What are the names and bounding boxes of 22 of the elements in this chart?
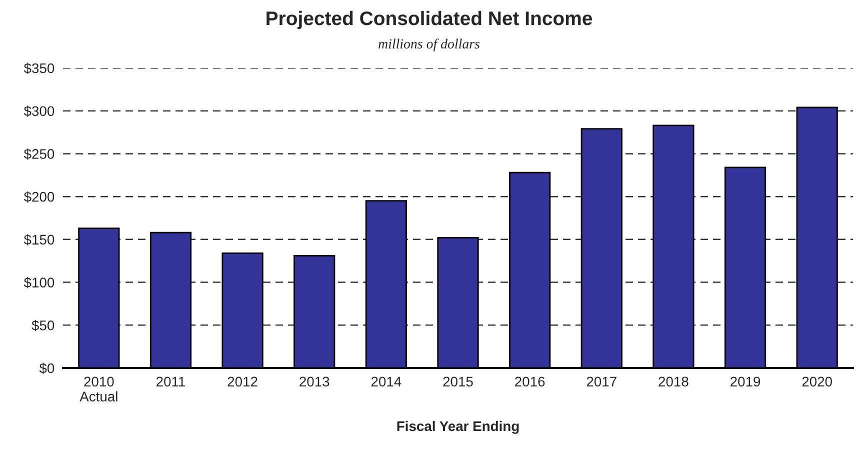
x-tick-label: 2020 xyxy=(802,376,832,387)
x-tick-label: 2016 xyxy=(515,376,545,387)
x-tick-label: 2018 xyxy=(658,376,688,387)
y-tick-label: $350 xyxy=(24,62,54,74)
x-tick-label: 2013 xyxy=(300,376,330,387)
y-tick-label: $100 xyxy=(24,277,54,288)
y-tick-label: $50 xyxy=(32,320,54,332)
y-tick-label: $300 xyxy=(24,106,54,117)
chart-title: Projected Consolidated Net Income xyxy=(266,10,592,30)
x-tick-label: 2010 Actual xyxy=(80,376,118,402)
x-tick-label: 2014 xyxy=(371,376,402,387)
y-tick-label: $250 xyxy=(24,148,54,160)
x-axis-title: Fiscal Year Ending xyxy=(397,420,519,434)
x-tick-label: 2012 xyxy=(228,376,258,387)
chart-subtitle: millions of dollars xyxy=(378,38,480,52)
x-tick-label: 2015 xyxy=(443,376,473,387)
y-tick-label: $0 xyxy=(39,362,54,374)
y-tick-label: $150 xyxy=(24,234,54,246)
y-tick-label: $200 xyxy=(24,191,54,203)
x-tick-label: 2017 xyxy=(586,376,616,387)
x-tick-label: 2019 xyxy=(730,376,760,387)
x-tick-label: 2011 xyxy=(156,376,185,387)
